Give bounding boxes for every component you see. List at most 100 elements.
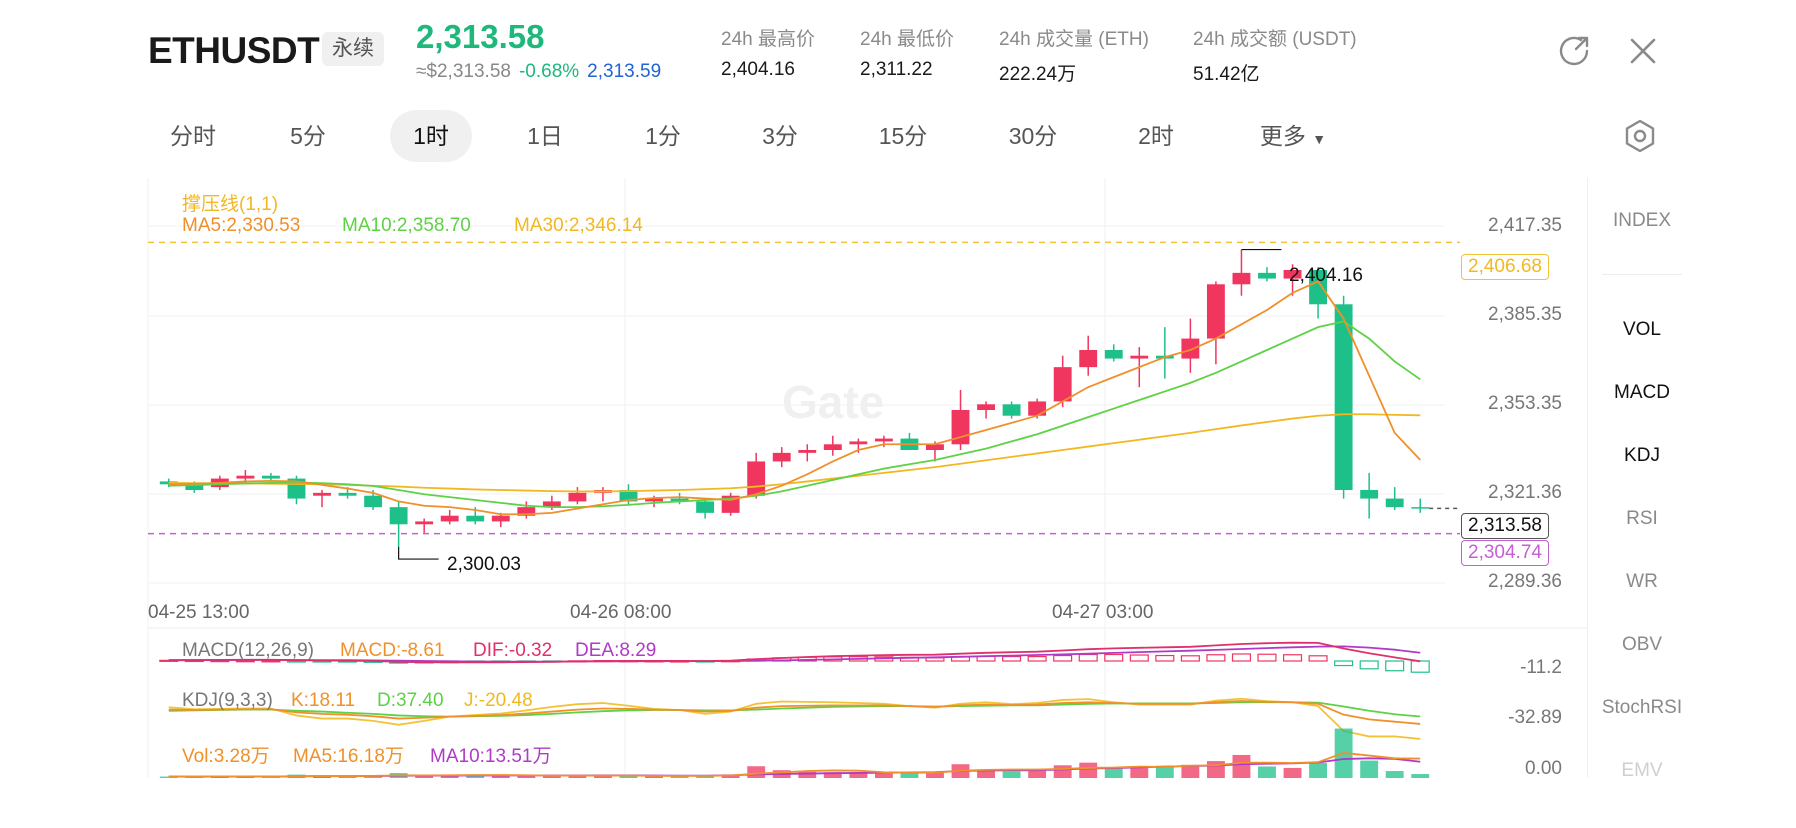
legend-vol-ma10: MA10:13.51万	[430, 746, 552, 767]
tab-5m[interactable]: 5分	[290, 123, 326, 149]
stat-value: 222.24万	[999, 64, 1077, 85]
indicator-vol[interactable]: VOL	[1622, 319, 1662, 340]
tab-15m[interactable]: 15分	[878, 123, 928, 149]
contract-type-badge: 永续	[322, 32, 384, 66]
volume-bar	[1309, 763, 1328, 778]
macd-bar	[1410, 660, 1430, 673]
stat-label: 24h 成交量 (ETH)	[999, 29, 1149, 50]
indicator-divider	[1602, 274, 1682, 275]
legend-j: J:-20.48	[464, 690, 533, 711]
low-marker	[398, 547, 439, 560]
volume-bar	[415, 775, 434, 778]
candle-body	[926, 444, 944, 450]
close-icon[interactable]	[1626, 34, 1660, 68]
candle-body	[619, 490, 638, 502]
indicator-obv[interactable]: OBV	[1621, 634, 1663, 655]
candle-body	[747, 461, 766, 496]
indicator-emv[interactable]: EMV	[1621, 760, 1663, 778]
indicator-index[interactable]: INDEX	[1612, 210, 1672, 231]
macd-bar	[1308, 655, 1328, 662]
indicator-kdj[interactable]: KDJ	[1624, 445, 1660, 466]
candle-body	[1104, 350, 1123, 359]
time-axis-label: 04-26 08:00	[570, 602, 672, 623]
macd-bar	[1129, 654, 1149, 662]
volume-bar	[1411, 774, 1430, 778]
volume-bar	[645, 775, 663, 778]
candle-body	[236, 475, 255, 479]
candle-body	[645, 498, 663, 502]
price-axis-label: 2,385.35	[1488, 304, 1562, 325]
macd-bar	[1053, 654, 1073, 662]
volume-bar	[900, 772, 919, 778]
candle-body	[338, 492, 357, 496]
tab-30m[interactable]: 30分	[1008, 123, 1058, 149]
candle-body	[440, 515, 459, 522]
volume-bar	[874, 773, 893, 778]
caret-down-icon: ▼	[1312, 131, 1327, 147]
tab-1d[interactable]: 1日	[527, 123, 563, 149]
volume-bar	[977, 769, 995, 778]
time-axis-label: 04-25 13:00	[148, 602, 250, 623]
support-price-tag: 2,304.74	[1461, 540, 1549, 566]
stat-24h-low: 24h 最低价 2,311.22	[860, 24, 954, 81]
usd-price: ≈$2,313.58	[416, 61, 511, 82]
candle-body	[1130, 355, 1149, 359]
macd-bar	[1078, 653, 1098, 662]
watermark-logo: Gate	[782, 376, 884, 428]
tab-fenshi[interactable]: 分时	[170, 123, 216, 149]
candle-body	[798, 450, 817, 453]
legend-dif: DIF:-0.32	[473, 640, 553, 661]
indicator-macd[interactable]: MACD	[1614, 382, 1670, 403]
stat-value: 2,311.22	[860, 59, 933, 80]
ma10-line	[168, 320, 1421, 509]
symbol-title[interactable]: ETHUSDT	[148, 30, 320, 71]
candle-body	[1411, 507, 1430, 509]
legend-d: D:37.40	[377, 690, 444, 711]
volume-bar	[798, 771, 817, 778]
candle-body	[977, 404, 995, 410]
volume-bar	[619, 775, 638, 778]
candle-body	[772, 452, 791, 462]
legend-kdj-title: KDJ(9,3,3)	[182, 690, 273, 711]
legend-macd-value: MACD:-8.61	[340, 640, 445, 661]
low-annotation: 2,300.03	[447, 554, 521, 575]
tab-1m[interactable]: 1分	[645, 123, 681, 149]
stat-value: 2,404.16	[721, 59, 795, 80]
candle-body	[389, 507, 408, 525]
change-percent: -0.68%	[518, 61, 580, 82]
volume-bar	[338, 776, 357, 778]
tab-2h[interactable]: 2时	[1138, 123, 1174, 149]
legend-ma10: MA10:2,358.70	[342, 215, 471, 236]
last-price-tag: 2,313.58	[1461, 513, 1549, 539]
volume-bar	[1181, 764, 1200, 778]
candle-body	[542, 501, 561, 508]
indicator-rsi[interactable]: RSI	[1626, 508, 1658, 529]
volume-ma5-line	[168, 752, 1421, 778]
volume-bar	[1079, 762, 1098, 778]
indicator-wr[interactable]: WR	[1626, 571, 1658, 592]
candle-body	[1334, 304, 1353, 490]
volume-bar	[568, 775, 587, 778]
candle-body	[491, 515, 510, 522]
candle-body	[415, 521, 434, 525]
legend-vol: Vol:3.28万	[182, 746, 270, 767]
candle-body	[261, 475, 280, 479]
macd-bar	[1155, 654, 1175, 662]
tab-more[interactable]: 更多 ▼	[1259, 123, 1327, 149]
indicator-stochrsi[interactable]: StochRSI	[1601, 697, 1683, 718]
volume-bar	[1053, 765, 1072, 778]
legend-ma30: MA30:2,346.14	[514, 215, 643, 236]
macd-bar	[1002, 655, 1022, 662]
volume-bar	[1206, 761, 1225, 778]
kdj-axis-label: -32.89	[1508, 707, 1562, 728]
volume-bar	[747, 766, 766, 778]
settings-icon[interactable]	[1622, 118, 1658, 154]
stat-label: 24h 成交额 (USDT)	[1193, 29, 1357, 50]
legend-macd-title: MACD(12,26,9)	[182, 640, 314, 661]
macd-bar	[1359, 660, 1379, 670]
volume-bar	[1028, 770, 1047, 778]
share-icon[interactable]	[1557, 34, 1591, 68]
tab-1h[interactable]: 1时	[390, 110, 472, 162]
tab-3m[interactable]: 3分	[762, 123, 798, 149]
